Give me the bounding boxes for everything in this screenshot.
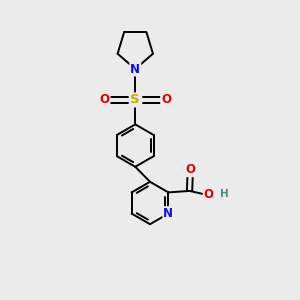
Text: O: O bbox=[185, 163, 195, 176]
Text: N: N bbox=[130, 62, 140, 76]
Text: S: S bbox=[130, 93, 140, 106]
Text: H: H bbox=[220, 190, 228, 200]
Text: O: O bbox=[99, 93, 110, 106]
Text: N: N bbox=[164, 207, 173, 220]
Text: O: O bbox=[161, 93, 171, 106]
Text: O: O bbox=[204, 188, 214, 201]
